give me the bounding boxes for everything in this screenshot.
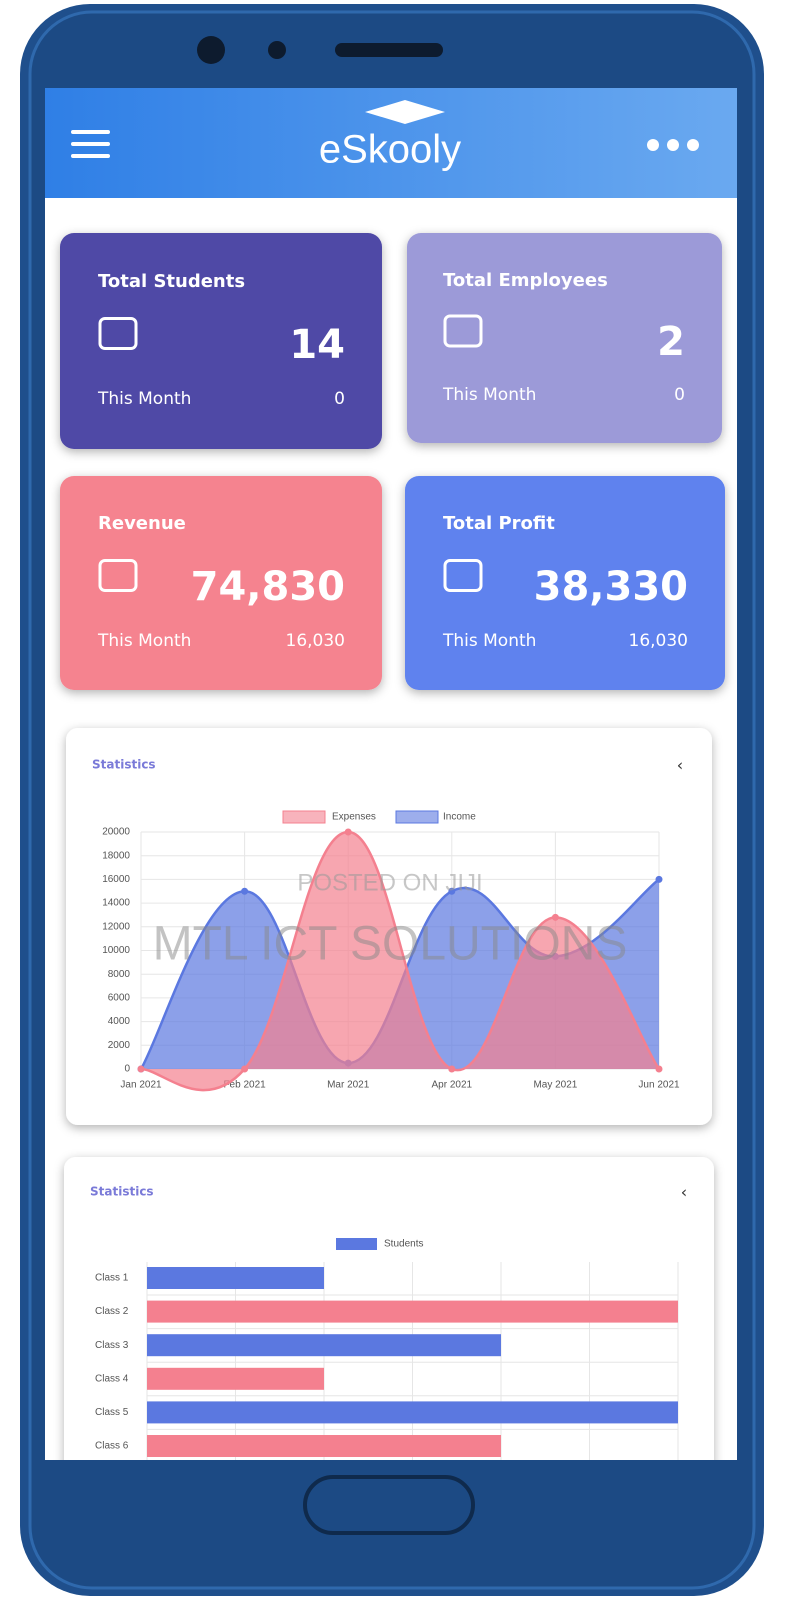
y-tick-label: Class 4 [95,1373,129,1384]
y-tick-label: 6000 [108,993,131,1004]
y-tick-label: 2000 [108,1040,131,1051]
card-period: This Month [442,385,536,405]
more-button[interactable] [647,139,699,151]
speaker [335,43,443,57]
bar [147,1267,324,1289]
y-tick-label: Class 3 [95,1340,129,1351]
legend-swatch [395,810,439,824]
bar [147,1435,501,1457]
card-value: 38,330 [534,564,688,610]
point [344,828,352,836]
collapse-button[interactable]: ‹ [677,756,683,775]
x-tick-label: May 2021 [533,1080,577,1091]
watermark: POSTED ON JIJI [297,869,482,896]
card-title: Statistics [90,1185,154,1199]
card-value: 14 [289,322,345,368]
x-tick-label: Jan 2021 [120,1080,162,1091]
point [137,1065,145,1073]
y-tick-label: Class 1 [95,1273,129,1284]
card-title: Statistics [92,758,156,772]
point [655,875,663,883]
y-tick-label: Class 6 [95,1441,129,1452]
card-period: This Month [97,631,191,651]
card-change: 16,030 [286,631,345,651]
x-tick-label: Jun 2021 [638,1080,680,1091]
point [448,887,456,895]
card-period: This Month [97,389,191,409]
x-tick-label: Feb 2021 [223,1080,266,1091]
card-icon [443,314,483,348]
point [241,1065,249,1073]
card-icon [98,559,138,592]
legend-label: Expenses [332,812,376,823]
stat-card [407,233,722,443]
card-value: 2 [657,319,685,365]
card-title: Total Students [98,271,245,292]
stat-card [60,233,382,449]
card-value: 74,830 [191,564,345,610]
watermark: MTL ICT SOLUTIONS [153,918,628,971]
y-tick-label: Class 5 [95,1407,129,1418]
stat-card [405,476,725,690]
legend-swatch [336,1238,377,1250]
bar [147,1334,501,1357]
bar [147,1300,678,1323]
y-tick-label: 16000 [102,874,130,885]
home-button[interactable] [303,1475,475,1535]
logo: eSkooly [319,128,461,172]
card-icon [443,559,483,592]
bar [147,1367,324,1390]
card-title: Revenue [98,513,186,534]
cards: Total Students 14 This Month 0 Total Employe… [60,233,725,690]
y-tick-label: 18000 [102,850,130,861]
x-tick-label: Apr 2021 [432,1080,473,1091]
collapse-button[interactable]: ‹ [681,1183,687,1202]
card-change: 0 [674,385,685,405]
menu-button[interactable] [71,130,110,158]
card-change: 0 [334,389,345,409]
card-icon [98,317,138,350]
area-fill [141,832,659,1091]
y-tick-label: 0 [124,1064,130,1075]
legend-swatch [282,810,326,824]
card-title: Total Employees [443,270,608,291]
stat-card [60,476,382,690]
legend-label: Students [384,1239,423,1250]
card-period: This Month [442,631,536,651]
point [241,887,249,895]
logo-cap [365,100,445,124]
point [551,913,559,921]
bar [147,1401,678,1424]
y-tick-label: 4000 [108,1016,131,1027]
y-tick-label: 8000 [108,969,131,980]
y-tick-label: Class 2 [95,1306,129,1317]
legend-label: Income [443,812,476,823]
card-title: Total Profit [443,513,555,534]
sensor [268,41,286,59]
camera [197,36,225,64]
x-tick-label: Mar 2021 [327,1080,370,1091]
point [655,1065,663,1073]
y-tick-label: 12000 [102,921,130,932]
y-tick-label: 10000 [102,945,130,956]
y-tick-label: 14000 [102,898,130,909]
card-change: 16,030 [629,631,688,651]
point [448,1065,456,1073]
y-tick-label: 20000 [102,827,130,838]
